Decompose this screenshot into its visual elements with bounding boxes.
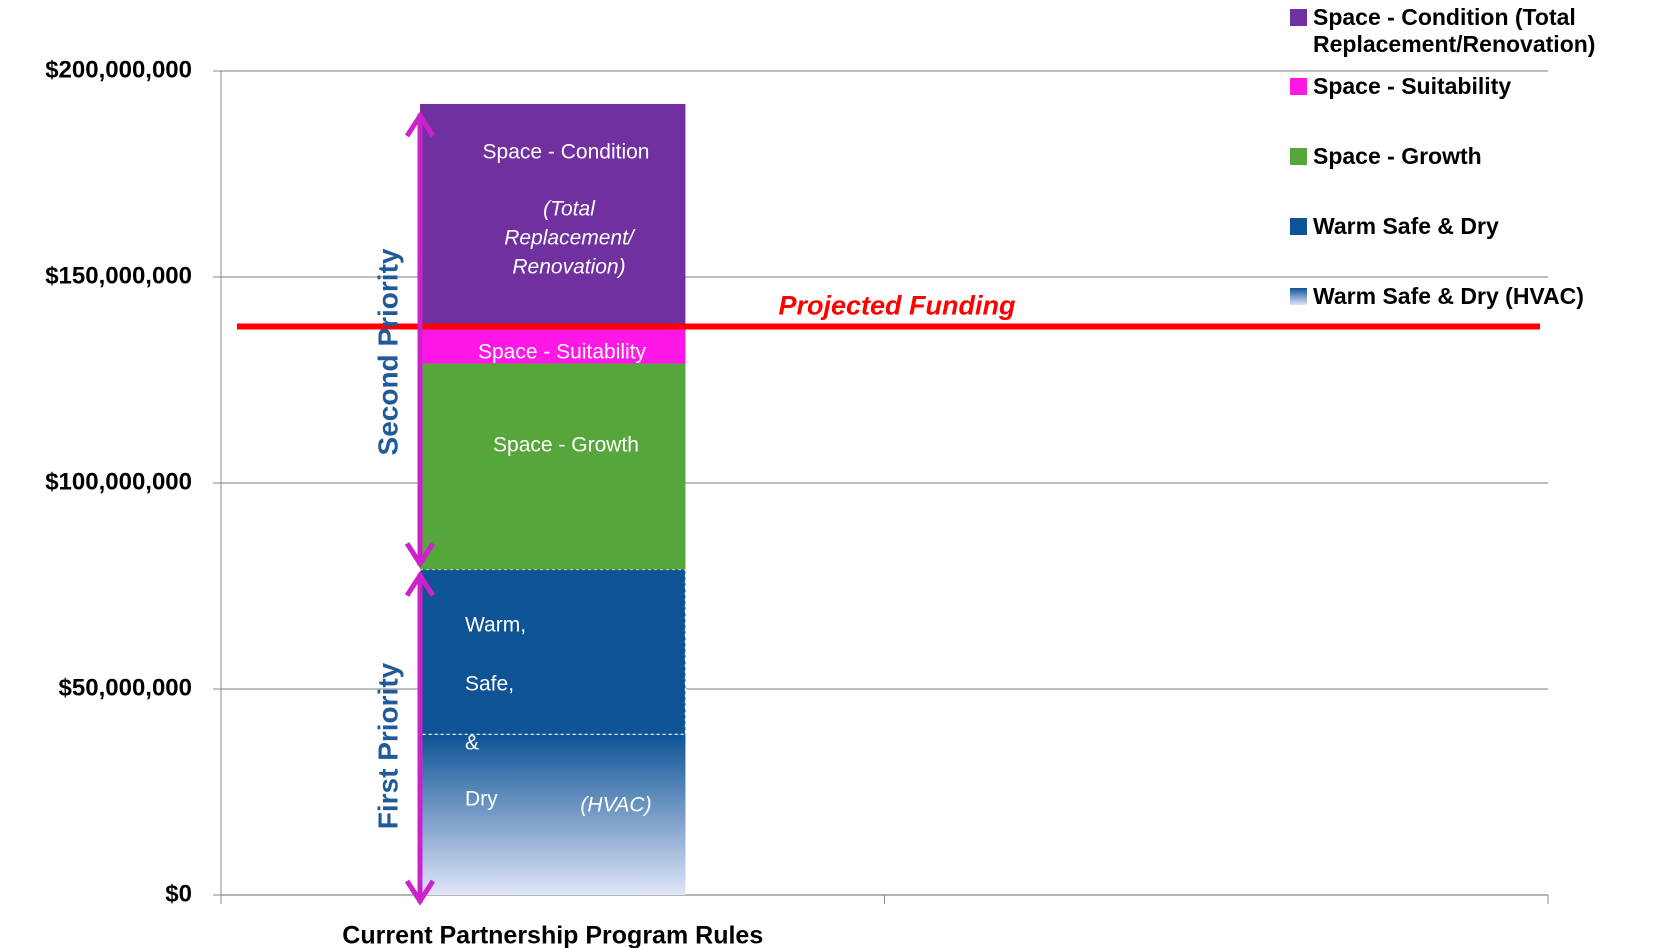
bar-text: Replacement/ <box>504 227 636 250</box>
bar-segment <box>420 326 686 364</box>
legend-label: Space - Condition (Total Replacement/Ren… <box>1313 4 1596 57</box>
legend-item: Space - Suitability <box>1290 73 1511 100</box>
bar-text: Renovation) <box>512 256 625 279</box>
arrow-head <box>404 542 436 569</box>
legend-label: Warm Safe & Dry <box>1313 213 1499 239</box>
legend-item: Space - Condition (Total Replacement/Ren… <box>1290 4 1678 58</box>
priority-label: Second Priority <box>372 248 403 455</box>
legend-item: Warm Safe & Dry <box>1290 213 1499 240</box>
bar-segment <box>420 363 686 570</box>
bar-text: Warm, <box>465 614 526 637</box>
reference-label: Projected Funding <box>778 291 1016 321</box>
legend-swatch <box>1290 288 1307 305</box>
legend-label: Warm Safe & Dry (HVAC) <box>1313 283 1584 309</box>
legend-item: Space - Growth <box>1290 143 1482 170</box>
bar-text: & <box>465 732 479 755</box>
arrow-head <box>404 570 436 597</box>
bar-text: Space - Growth <box>493 434 639 457</box>
legend-swatch <box>1290 148 1307 165</box>
legend-label: Space - Suitability <box>1313 73 1512 99</box>
legend-item: Warm Safe & Dry (HVAC) <box>1290 283 1584 310</box>
y-tick-label: $100,000,000 <box>45 468 192 495</box>
bar-text: (Total <box>543 198 596 221</box>
y-tick-label: $50,000,000 <box>59 674 192 701</box>
arrow-head <box>404 879 436 906</box>
bar-text: Space - Condition <box>483 141 650 164</box>
bar-text: (HVAC) <box>580 794 651 817</box>
bar-segment <box>420 103 686 327</box>
y-tick-label: $200,000,000 <box>45 56 192 83</box>
bar-text: Dry <box>465 788 498 811</box>
legend-swatch <box>1290 218 1307 235</box>
legend-label: Space - Growth <box>1313 143 1482 169</box>
bar-text: Space - Suitability <box>478 341 647 364</box>
priority-label: First Priority <box>372 662 403 829</box>
legend-swatch <box>1290 78 1307 95</box>
y-tick-label: $0 <box>165 880 192 907</box>
bar-segment <box>419 568 687 735</box>
x-tick-label: Current Partnership Program Rules <box>342 922 763 948</box>
arrow-head <box>404 111 436 138</box>
bar-segment <box>420 734 686 895</box>
bar-text: Safe, <box>465 673 514 696</box>
legend-swatch <box>1290 9 1307 26</box>
y-tick-label: $150,000,000 <box>45 262 192 289</box>
